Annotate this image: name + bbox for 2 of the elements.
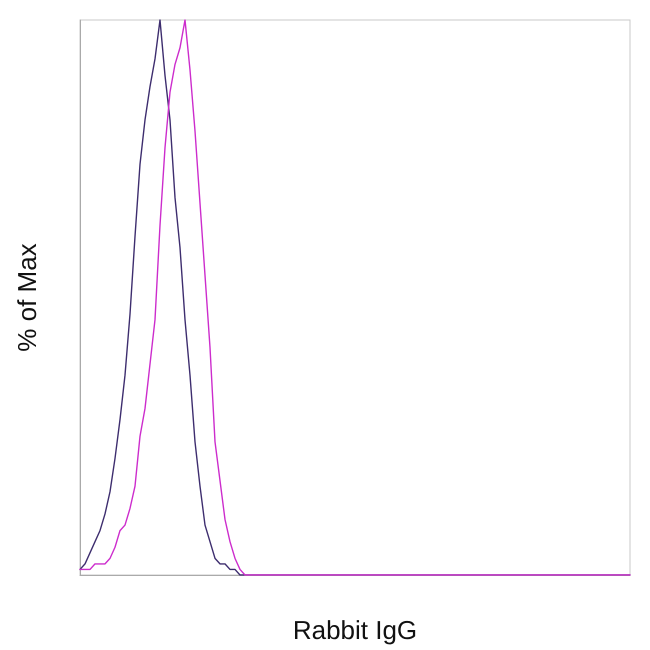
x-axis-title: Rabbit IgG — [292, 615, 418, 645]
y-axis-title: % of Max — [12, 243, 42, 352]
